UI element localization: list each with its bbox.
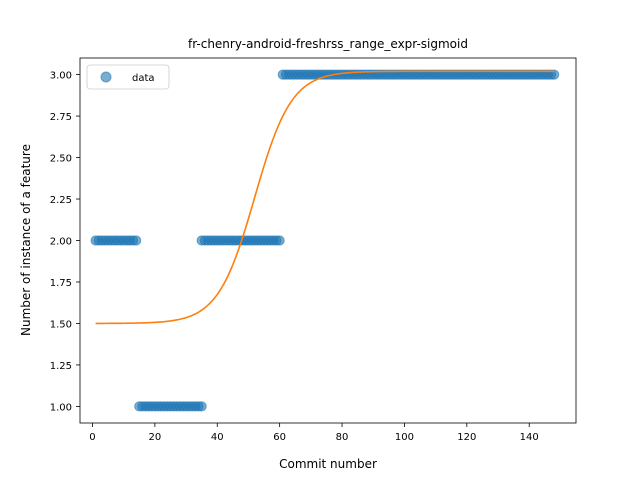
chart-title: fr-chenry-android-freshrss_range_expr-si… [188,37,468,51]
y-tick-label: 1.50 [50,319,72,330]
x-tick-label: 80 [336,432,349,443]
legend-box [86,64,170,90]
y-tick-label: 1.75 [50,278,72,289]
y-tick-label: 1.25 [50,361,72,372]
x-tick-label: 140 [520,432,539,443]
legend-label-data: data [132,73,155,84]
y-tick-label: 2.00 [50,237,72,248]
data-point [274,235,285,246]
x-tick-label: 0 [89,432,95,443]
y-tick-label: 3.00 [50,71,72,82]
y-tick-label: 2.25 [50,195,72,206]
y-axis-title: Number of instance of a feature [19,144,33,336]
y-tick-label: 2.50 [50,154,72,165]
legend: data [86,64,170,90]
legend-marker-data [100,71,112,83]
sigmoid-fit-line [95,70,555,325]
data-point [549,69,560,80]
y-tick-label: 1.00 [50,402,72,413]
data-point [131,235,142,246]
x-tick-label: 40 [211,432,224,443]
x-tick-label: 100 [395,432,414,443]
x-tick-label: 60 [273,432,286,443]
y-axis: 1.00 1.25 1.50 1.75 2.00 2.25 2.50 2.75 3.00 [50,71,80,413]
x-tick-label: 120 [457,432,476,443]
x-axis: 0 20 40 60 80 100 120 140 [89,423,539,443]
x-axis-title: Commit number [279,457,377,471]
y-tick-label: 2.75 [50,112,72,123]
data-point [196,401,207,412]
x-tick-label: 20 [149,432,162,443]
plot-area [90,69,560,412]
